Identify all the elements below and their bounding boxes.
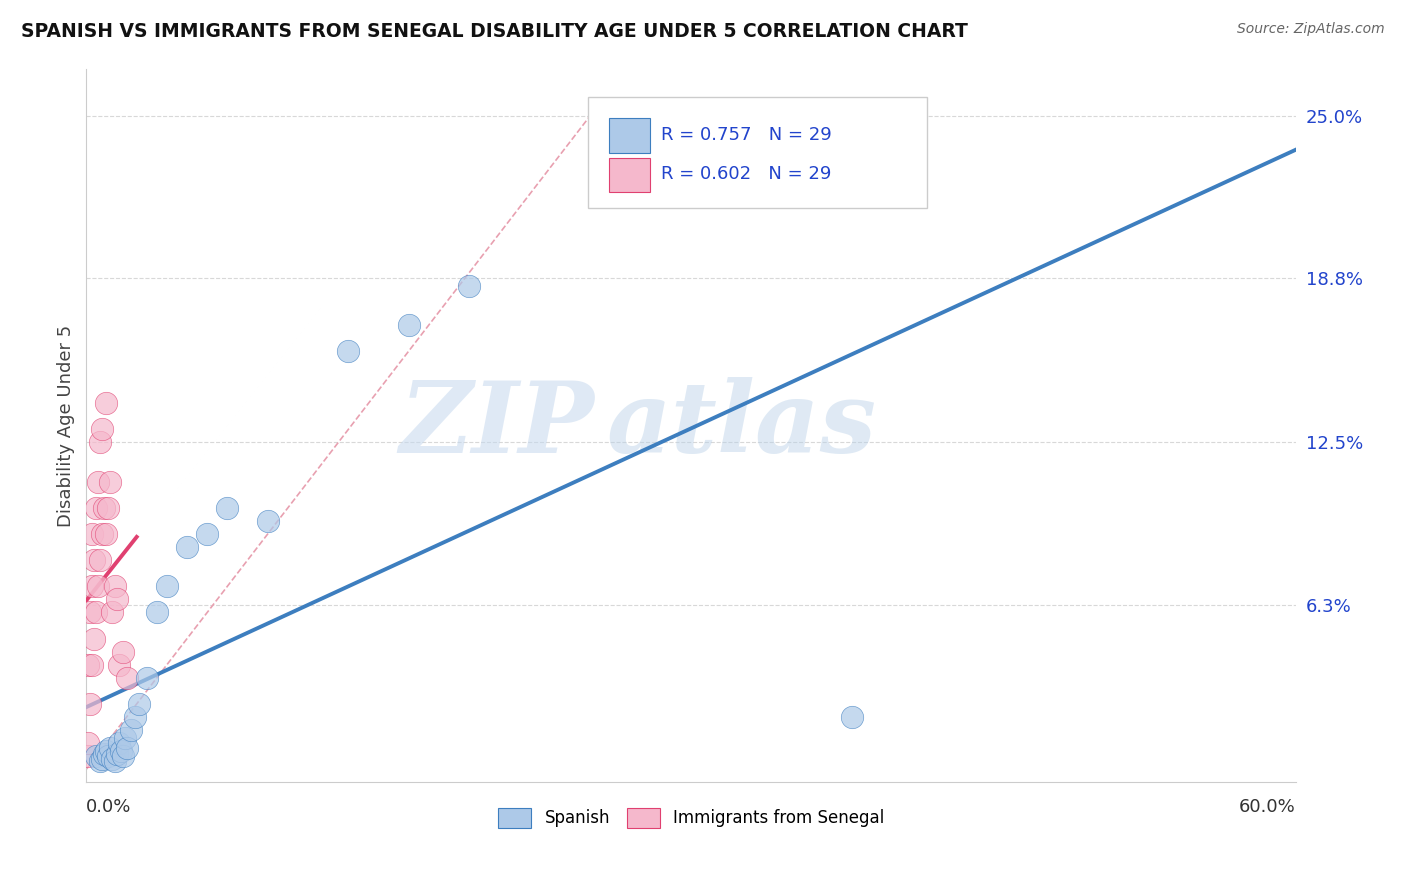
Point — [97, 500, 120, 515]
Point — [337, 343, 360, 358]
Point — [124, 710, 146, 724]
Text: Source: ZipAtlas.com: Source: ZipAtlas.com — [1237, 22, 1385, 37]
Point — [841, 710, 863, 724]
Text: R = 0.757   N = 29: R = 0.757 N = 29 — [661, 126, 831, 144]
Point — [103, 755, 125, 769]
FancyBboxPatch shape — [609, 119, 650, 153]
Point — [96, 396, 118, 410]
Point — [77, 657, 100, 672]
Point — [115, 671, 138, 685]
Point — [114, 731, 136, 745]
Text: 0.0%: 0.0% — [86, 798, 132, 816]
Point — [83, 632, 105, 646]
Point — [87, 475, 110, 489]
Point — [96, 527, 118, 541]
Point — [82, 579, 104, 593]
Legend: Spanish, Immigrants from Senegal: Spanish, Immigrants from Senegal — [491, 801, 891, 835]
Point — [128, 697, 150, 711]
Point — [115, 741, 138, 756]
Point — [398, 318, 420, 332]
Point — [103, 579, 125, 593]
Point — [256, 514, 278, 528]
FancyBboxPatch shape — [609, 158, 650, 192]
Point — [79, 606, 101, 620]
FancyBboxPatch shape — [588, 97, 927, 208]
Point — [96, 744, 118, 758]
Point — [120, 723, 142, 737]
Point — [79, 697, 101, 711]
Point — [86, 606, 108, 620]
Point — [91, 527, 114, 541]
Point — [86, 500, 108, 515]
Point — [89, 755, 111, 769]
Text: R = 0.602   N = 29: R = 0.602 N = 29 — [661, 165, 831, 183]
Point — [105, 747, 128, 761]
Point — [93, 747, 115, 761]
Point — [91, 422, 114, 436]
Point — [105, 592, 128, 607]
Point — [101, 752, 124, 766]
Point — [107, 736, 129, 750]
Point — [93, 500, 115, 515]
Text: atlas: atlas — [606, 377, 876, 474]
Point — [111, 645, 134, 659]
Point — [77, 736, 100, 750]
Point — [217, 500, 239, 515]
Point — [82, 527, 104, 541]
Point — [86, 749, 108, 764]
Point — [195, 527, 218, 541]
Point — [111, 749, 134, 764]
Point — [156, 579, 179, 593]
Text: SPANISH VS IMMIGRANTS FROM SENEGAL DISABILITY AGE UNDER 5 CORRELATION CHART: SPANISH VS IMMIGRANTS FROM SENEGAL DISAB… — [21, 22, 967, 41]
Point — [87, 579, 110, 593]
Point — [91, 752, 114, 766]
Point — [97, 749, 120, 764]
Point — [82, 657, 104, 672]
Point — [89, 553, 111, 567]
Text: ZIP: ZIP — [399, 377, 595, 474]
Point — [135, 671, 157, 685]
Point — [146, 606, 169, 620]
Point — [458, 278, 481, 293]
Point — [107, 657, 129, 672]
Point — [77, 749, 100, 764]
Point — [110, 744, 132, 758]
Point — [100, 741, 122, 756]
Point — [101, 606, 124, 620]
Point — [100, 475, 122, 489]
Point — [176, 540, 198, 554]
Point — [83, 553, 105, 567]
Y-axis label: Disability Age Under 5: Disability Age Under 5 — [58, 325, 75, 526]
Text: 60.0%: 60.0% — [1239, 798, 1296, 816]
Point — [89, 435, 111, 450]
